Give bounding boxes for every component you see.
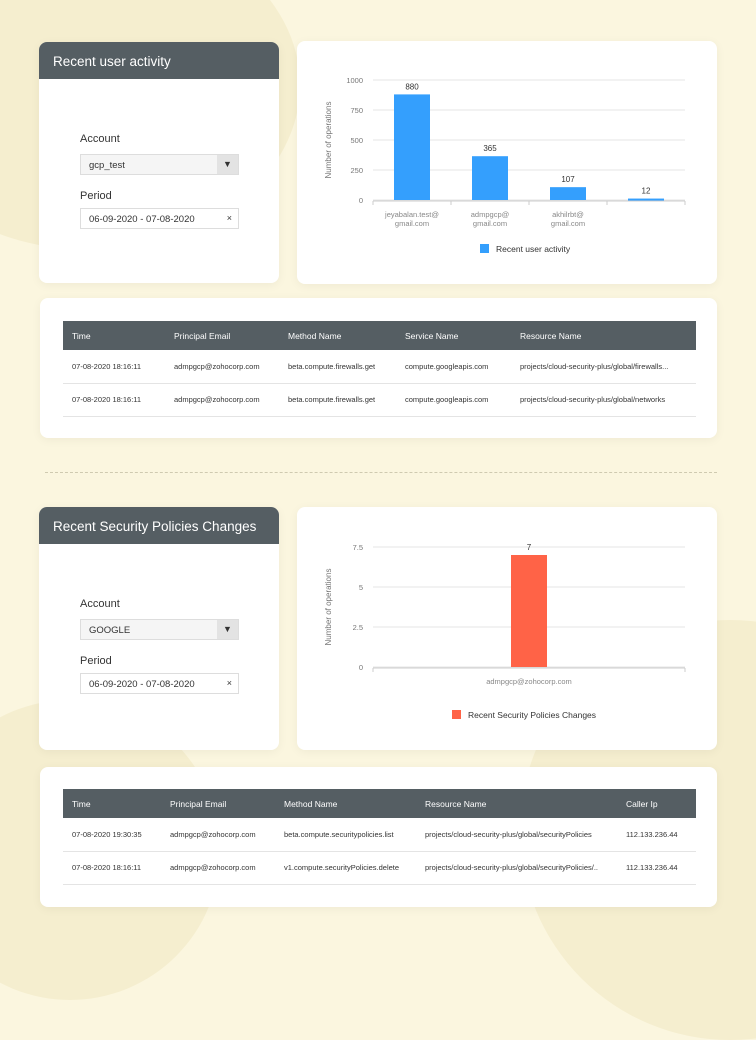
column-header[interactable]: Principal Email [161, 789, 275, 818]
x-tick-label: gmail.com [395, 219, 429, 228]
close-icon[interactable]: × [226, 213, 232, 223]
x-tick-label: akhilrbt@ [552, 210, 584, 219]
y-tick-label: 0 [359, 196, 363, 205]
table-cell: admpgcp@zohocorp.com [161, 851, 275, 885]
data-label: 107 [561, 175, 575, 184]
y-tick-label: 2.5 [353, 623, 363, 632]
account-label: Account [80, 133, 120, 145]
account-value: GOOGLE [89, 625, 131, 636]
data-label: 12 [642, 187, 651, 196]
column-header[interactable]: Service Name [396, 321, 511, 350]
y-tick-label: 250 [350, 166, 363, 175]
table-cell: 112.133.236.44 [617, 851, 696, 885]
y-tick-label: 5 [359, 583, 363, 592]
table-cell: beta.compute.firewalls.get [279, 350, 396, 384]
panel-title: Recent user activity [39, 42, 279, 79]
bar [550, 187, 586, 200]
table-header-row: Time Principal Email Method Name Service Na… [63, 321, 696, 350]
legend-label: Recent user activity [496, 244, 571, 254]
x-tick-label: jeyabalan.test@ [384, 210, 439, 219]
user-activity-table-card: Time Principal Email Method Name Service Na… [40, 298, 717, 438]
bar [472, 156, 508, 200]
bar [394, 94, 430, 200]
section-divider [45, 472, 717, 473]
security-policies-chart: 0 2.5 5 7.5 Number of operations 7 admpgcp@zoh… [324, 543, 686, 720]
table-row[interactable]: 07-08-2020 18:16:11 admpgcp@zohocorp.com b… [63, 350, 696, 384]
column-header[interactable]: Method Name [279, 321, 396, 350]
period-label: Period [80, 655, 112, 667]
table-cell: 112.133.236.44 [617, 818, 696, 852]
y-axis-label: Number of operations [324, 102, 333, 179]
table-header-row: Time Principal Email Method Name Resource N… [63, 789, 696, 818]
chevron-down-icon[interactable]: ▼ [217, 155, 238, 174]
account-select[interactable]: gcp_test ▼ [80, 154, 239, 175]
y-tick-label: 0 [359, 663, 363, 672]
column-header[interactable]: Caller Ip [617, 789, 696, 818]
security-policies-filter-card: Recent Security Policies Changes Account… [39, 507, 279, 750]
data-label: 365 [483, 144, 497, 153]
table-row[interactable]: 07-08-2020 18:16:11 admpgcp@zohocorp.com v… [63, 851, 696, 885]
column-header[interactable]: Principal Email [165, 321, 279, 350]
column-header[interactable]: Time [63, 321, 165, 350]
y-axis-label: Number of operations [324, 569, 333, 646]
legend-label: Recent Security Policies Changes [468, 710, 596, 720]
account-label: Account [80, 598, 120, 610]
table-cell: admpgcp@zohocorp.com [161, 818, 275, 852]
column-header[interactable]: Resource Name [416, 789, 617, 818]
x-tick-label: admpgcp@ [471, 210, 509, 219]
security-policies-chart-card: 0 2.5 5 7.5 Number of operations 7 admpgcp@zoh… [297, 507, 717, 750]
y-tick-label: 7.5 [353, 543, 363, 552]
column-header[interactable]: Resource Name [511, 321, 696, 350]
chevron-down-icon[interactable]: ▼ [217, 620, 238, 639]
table-cell: projects/cloud-security-plus/global/secu… [416, 851, 617, 885]
recent-user-activity-chart: 0 250 500 750 1000 Number of operations 880 jey… [324, 76, 686, 254]
account-value: gcp_test [89, 160, 125, 171]
table-cell: projects/cloud-security-plus/global/fire… [511, 350, 696, 384]
table-cell: admpgcp@zohocorp.com [165, 350, 279, 384]
column-header[interactable]: Method Name [275, 789, 416, 818]
period-label: Period [80, 190, 112, 202]
table-cell: 07-08-2020 18:16:11 [63, 851, 161, 885]
x-tick-label: admpgcp@zohocorp.com [486, 677, 572, 686]
y-tick-label: 750 [350, 106, 363, 115]
security-policies-table: Time Principal Email Method Name Resource N… [63, 789, 696, 885]
recent-user-activity-chart-card: 0 250 500 750 1000 Number of operations 880 jey… [297, 41, 717, 284]
x-tick-label: gmail.com [551, 219, 585, 228]
y-tick-label: 500 [350, 136, 363, 145]
table-cell: admpgcp@zohocorp.com [165, 383, 279, 417]
period-value: 06-09-2020 - 07-08-2020 [89, 214, 195, 225]
security-policies-table-card: Time Principal Email Method Name Resource N… [40, 767, 717, 907]
table-cell: projects/cloud-security-plus/global/secu… [416, 818, 617, 852]
x-tick-label: gmail.com [473, 219, 507, 228]
table-cell: compute.googleapis.com [396, 350, 511, 384]
close-icon[interactable]: × [226, 678, 232, 688]
period-input[interactable]: 06-09-2020 - 07-08-2020 × [80, 673, 239, 694]
table-cell: beta.compute.securitypolicies.list [275, 818, 416, 852]
column-header[interactable]: Time [63, 789, 161, 818]
recent-user-activity-filter-card: Recent user activity Account gcp_test ▼ P… [39, 42, 279, 283]
table-cell: 07-08-2020 19:30:35 [63, 818, 161, 852]
bar [511, 555, 547, 667]
table-cell: 07-08-2020 18:16:11 [63, 383, 165, 417]
table-cell: projects/cloud-security-plus/global/netw… [511, 383, 696, 417]
y-tick-label: 1000 [346, 76, 363, 85]
user-activity-table: Time Principal Email Method Name Service Na… [63, 321, 696, 417]
table-row[interactable]: 07-08-2020 19:30:35 admpgcp@zohocorp.com b… [63, 818, 696, 852]
period-input[interactable]: 06-09-2020 - 07-08-2020 × [80, 208, 239, 229]
panel-title: Recent Security Policies Changes [39, 507, 279, 544]
period-value: 06-09-2020 - 07-08-2020 [89, 679, 195, 690]
legend-swatch [480, 244, 489, 253]
table-cell: beta.compute.firewalls.get [279, 383, 396, 417]
legend-swatch [452, 710, 461, 719]
bar [628, 198, 664, 201]
table-cell: v1.compute.securityPolicies.delete [275, 851, 416, 885]
account-select[interactable]: GOOGLE ▼ [80, 619, 239, 640]
table-row[interactable]: 07-08-2020 18:16:11 admpgcp@zohocorp.com b… [63, 383, 696, 417]
data-label: 880 [405, 82, 419, 91]
table-cell: 07-08-2020 18:16:11 [63, 350, 165, 384]
data-label: 7 [527, 543, 532, 552]
table-cell: compute.googleapis.com [396, 383, 511, 417]
